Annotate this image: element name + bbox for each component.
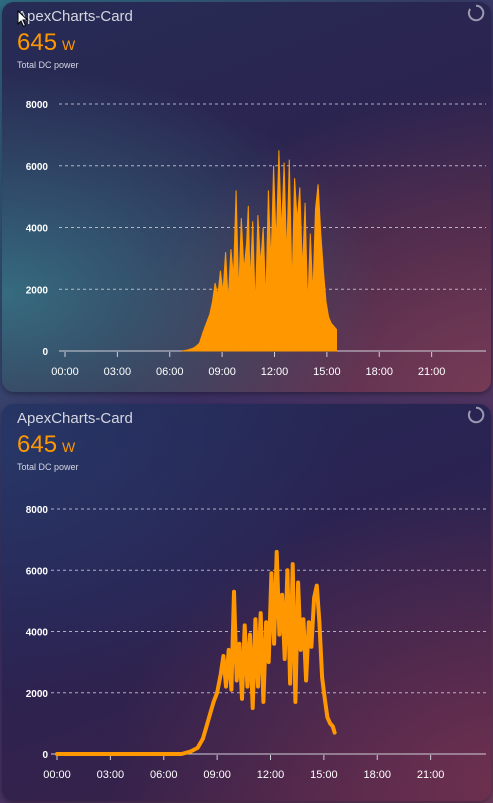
area-series bbox=[181, 150, 337, 352]
state-value: 645 bbox=[17, 29, 58, 56]
x-tick-label: 21:00 bbox=[417, 769, 445, 781]
x-tick-label: 06:00 bbox=[150, 769, 178, 781]
y-tick-label: 2000 bbox=[26, 285, 49, 296]
state-unit: W bbox=[62, 439, 76, 455]
loading-spinner-icon bbox=[467, 406, 485, 424]
y-tick-label: 4000 bbox=[26, 628, 49, 639]
card-title: ApexCharts-Card bbox=[17, 410, 133, 427]
state-unit: W bbox=[62, 37, 76, 53]
x-tick-label: 03:00 bbox=[104, 366, 132, 378]
apexcharts-card-area: ApexCharts-Card 645 W Total DC power 800… bbox=[2, 2, 491, 392]
x-tick-label: 12:00 bbox=[261, 366, 289, 378]
card-title: ApexCharts-Card bbox=[17, 8, 133, 25]
y-tick-label: 4000 bbox=[26, 224, 49, 235]
y-tick-label: 0 bbox=[42, 347, 48, 358]
state-name: Total DC power bbox=[17, 60, 79, 70]
x-tick-label: 00:00 bbox=[43, 769, 71, 781]
state-display: 645 W bbox=[17, 29, 75, 57]
mouse-cursor-icon bbox=[17, 10, 29, 28]
y-tick-label: 8000 bbox=[26, 100, 49, 111]
x-tick-label: 21:00 bbox=[418, 366, 446, 378]
x-tick-label: 15:00 bbox=[313, 366, 341, 378]
area-chart[interactable]: 8000 6000 4000 2000 000:00 03:00 06:00 09:00 12:… bbox=[2, 2, 491, 392]
x-tick-label: 06:00 bbox=[156, 366, 184, 378]
line-chart[interactable]: 8000 6000 4000 2000 0 00:00 03:00 06:00 09:00 12:… bbox=[2, 404, 491, 801]
y-tick-label: 6000 bbox=[26, 162, 49, 173]
x-tick-label: 15:00 bbox=[310, 769, 338, 781]
state-value: 645 bbox=[17, 431, 58, 458]
y-tick-label: 2000 bbox=[26, 689, 49, 700]
apexcharts-card-line: ApexCharts-Card 645 W Total DC power 800… bbox=[2, 404, 491, 801]
x-tick-label: 00:00 bbox=[51, 366, 79, 378]
state-display: 645 W bbox=[17, 431, 75, 459]
y-tick-label: 6000 bbox=[26, 566, 49, 577]
x-tick-label: 09:00 bbox=[208, 366, 236, 378]
x-tick-label: 03:00 bbox=[97, 769, 125, 781]
y-tick-label: 0 bbox=[42, 750, 48, 761]
line-series bbox=[55, 549, 337, 756]
y-tick-label: 8000 bbox=[26, 505, 49, 516]
x-tick-label: 18:00 bbox=[365, 366, 393, 378]
x-tick-label: 09:00 bbox=[203, 769, 231, 781]
x-tick-label: 12:00 bbox=[257, 769, 285, 781]
loading-spinner-icon bbox=[467, 4, 485, 22]
state-name: Total DC power bbox=[17, 462, 79, 472]
x-tick-label: 18:00 bbox=[363, 769, 391, 781]
